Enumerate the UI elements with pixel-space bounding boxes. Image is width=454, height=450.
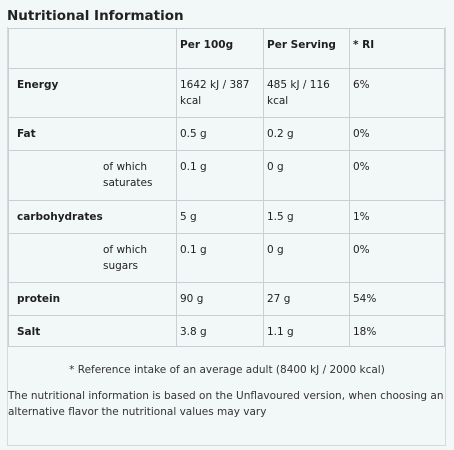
cell-per-serving: 1.1 g [267, 326, 294, 338]
row-label: protein [17, 293, 61, 305]
row-label: of which sugars [103, 244, 148, 272]
cell-ri: 6% [353, 79, 370, 91]
row-label: Fat [17, 128, 36, 140]
table-row-energy: Energy 1642 kJ / 387 kcal 485 kJ / 116 k… [8, 68, 445, 118]
info-text: The nutritional information is based on … [8, 390, 444, 418]
row-label: carbohydrates [17, 211, 103, 223]
header-empty [8, 28, 177, 69]
cell-ri: 0% [353, 161, 370, 173]
cell-ri: 18% [353, 326, 377, 338]
cell-per-serving: 27 g [267, 293, 291, 305]
cell-per-serving: 0.2 g [267, 128, 294, 140]
table-row-saturates: of which saturates 0.1 g 0 g 0% [8, 150, 445, 201]
row-label: Energy [17, 79, 59, 91]
header-ri: * RI [349, 28, 445, 69]
table-row-sugars: of which sugars 0.1 g 0 g 0% [8, 233, 445, 283]
cell-per-100g: 0.1 g [180, 161, 207, 173]
header-per-serving: Per Serving [263, 28, 350, 69]
cell-ri: 0% [353, 128, 370, 140]
cell-per-100g: 1642 kJ / 387 kcal [180, 79, 250, 107]
cell-per-100g: 0.5 g [180, 128, 207, 140]
header-per-100g: Per 100g [176, 28, 264, 69]
cell-per-100g: 90 g [180, 293, 204, 305]
table-header-row: Per 100g Per Serving * RI [8, 28, 445, 69]
cell-per-serving: 0 g [267, 161, 284, 173]
row-label: of which saturates [103, 161, 153, 189]
table-row-fat: Fat 0.5 g 0.2 g 0% [8, 117, 445, 151]
reference-footnote: * Reference intake of an average adult (… [69, 364, 385, 376]
table-row-carbohydrates: carbohydrates 5 g 1.5 g 1% [8, 200, 445, 234]
cell-ri: 0% [353, 244, 370, 256]
row-label: Salt [17, 326, 41, 338]
cell-per-serving: 1.5 g [267, 211, 294, 223]
section-title: Nutritional Information [7, 8, 184, 24]
table-row-salt: Salt 3.8 g 1.1 g 18% [8, 315, 445, 347]
cell-per-serving: 0 g [267, 244, 284, 256]
cell-ri: 54% [353, 293, 377, 305]
cell-per-serving: 485 kJ / 116 kcal [267, 79, 330, 107]
cell-per-100g: 0.1 g [180, 244, 207, 256]
table-row-protein: protein 90 g 27 g 54% [8, 282, 445, 316]
cell-per-100g: 3.8 g [180, 326, 207, 338]
cell-ri: 1% [353, 211, 370, 223]
cell-per-100g: 5 g [180, 211, 197, 223]
nutrition-table: Per 100g Per Serving * RI Energy 1642 kJ… [8, 28, 445, 347]
